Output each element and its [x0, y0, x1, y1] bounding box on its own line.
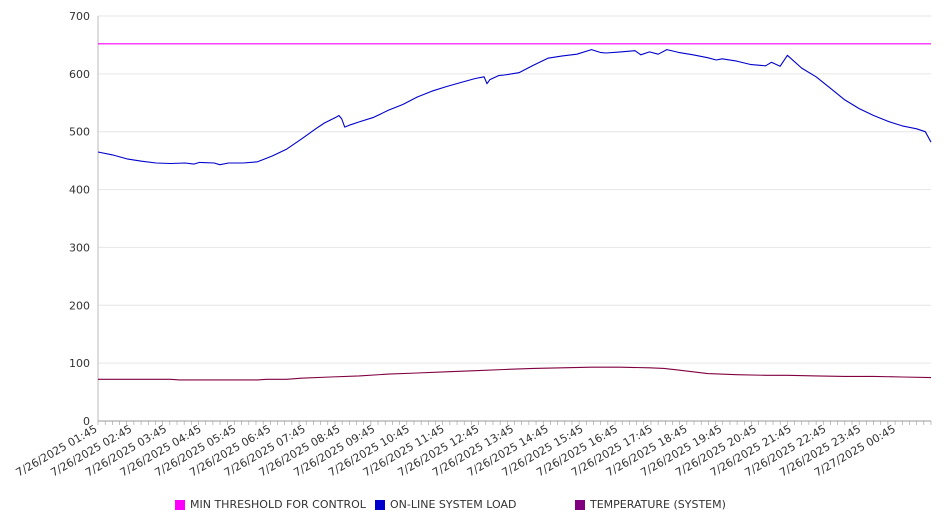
legend-item-load: ON-LINE SYSTEM LOAD	[375, 498, 516, 511]
legend-label-load: ON-LINE SYSTEM LOAD	[390, 498, 517, 511]
x-axis: 7/26/2025 01:457/26/2025 02:457/26/2025 …	[14, 421, 932, 479]
series-lines	[97, 43, 932, 381]
legend-swatch-temperature	[575, 499, 585, 510]
legend-label-threshold: MIN THRESHOLD FOR CONTROL	[190, 498, 366, 511]
grid-lines	[98, 15, 931, 422]
y-tick-label: 600	[69, 68, 90, 81]
series-line-load	[97, 49, 932, 166]
y-tick-label: 0	[83, 415, 90, 428]
legend-swatch-threshold	[175, 499, 185, 510]
y-tick-label: 200	[69, 299, 90, 312]
series-line-temperature	[98, 366, 932, 381]
legend: MIN THRESHOLD FOR CONTROL ON-LINE SYSTEM…	[0, 498, 946, 514]
legend-item-temperature: TEMPERATURE (SYSTEM)	[575, 498, 726, 511]
legend-swatch-load	[375, 499, 385, 510]
y-tick-label: 100	[69, 357, 90, 370]
y-tick-label: 400	[69, 184, 90, 197]
legend-label-temperature: TEMPERATURE (SYSTEM)	[590, 498, 726, 511]
y-tick-label: 500	[69, 126, 90, 139]
y-tick-label: 300	[69, 241, 90, 254]
legend-item-threshold: MIN THRESHOLD FOR CONTROL	[175, 498, 366, 511]
y-tick-label: 700	[69, 10, 90, 23]
y-axis: 0 100 200 300 400 500 600 700	[69, 10, 99, 428]
